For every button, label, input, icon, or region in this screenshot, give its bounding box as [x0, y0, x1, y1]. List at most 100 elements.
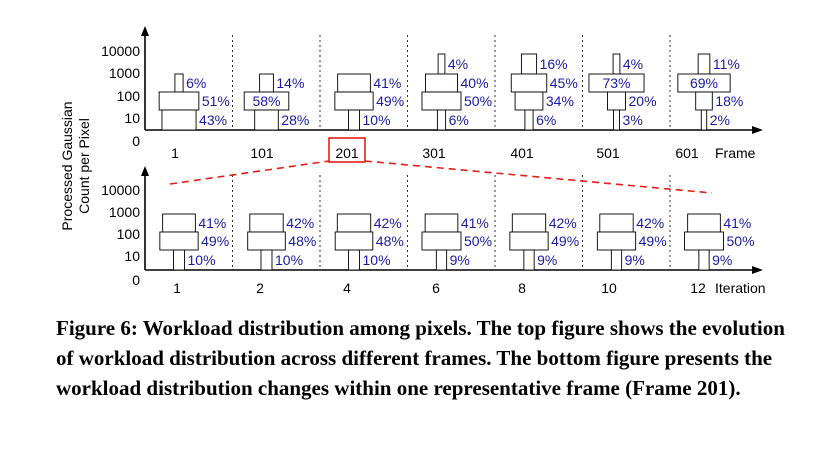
chart-area: Processed Gaussian Count per Pixel 10000 10…: [59, 26, 766, 296]
top-percent-label: 20%: [629, 93, 657, 109]
top-x-tick-label: 201: [335, 145, 359, 161]
bottom-percent-label: 48%: [376, 233, 404, 249]
bottom-violin-segment: [596, 231, 637, 251]
top-percent-label: 14%: [276, 75, 304, 91]
bottom-percent-label: 50%: [464, 233, 492, 249]
top-percent-label: 2%: [710, 112, 730, 128]
bottom-violin-segment: [421, 231, 462, 251]
bottom-percent-label: 42%: [549, 215, 577, 231]
bottom-violin-segment: [509, 231, 549, 251]
bottom-x-tick-label: 10: [601, 280, 617, 296]
bottom-percent-label: 10%: [275, 252, 303, 268]
top-percent-label: 16%: [540, 56, 568, 72]
bottom-x-tick-label: 1: [173, 280, 181, 296]
top-percent-label: 3%: [623, 112, 643, 128]
bottom-percent-label: 9%: [537, 252, 557, 268]
workload-chart: Processed Gaussian Count per Pixel1000010…: [59, 26, 766, 296]
top-percent-label: 69%: [690, 75, 718, 91]
top-violin-segment: [421, 91, 462, 111]
bottom-x-tick-label: 8: [518, 280, 526, 296]
top-percent-label: 6%: [536, 112, 556, 128]
zoom-line-left: [169, 160, 330, 185]
bottom-percent-label: 41%: [461, 215, 489, 231]
bottom-violin-segment: [348, 249, 360, 271]
bottom-violin-segment: [424, 213, 459, 233]
bottom-violin-segment: [336, 213, 372, 233]
top-violin-segment: [514, 91, 544, 111]
bottom-percent-label: 42%: [374, 215, 402, 231]
bottom-percent-label: 9%: [450, 252, 470, 268]
top-x-tick-label: 301: [422, 145, 446, 161]
bottom-percent-label: 50%: [727, 233, 755, 249]
bottom-x-tick-label: 12: [690, 280, 706, 296]
bottom-percent-label: 48%: [288, 233, 316, 249]
top-violin-segment: [174, 73, 184, 93]
bottom-violin-segment: [599, 213, 634, 233]
top-y-tick-label: 10000: [101, 43, 140, 59]
top-percent-label: 40%: [461, 75, 489, 91]
bottom-y-axis-arrow: [141, 166, 149, 176]
top-violin-segment: [158, 91, 200, 111]
top-violin-segment: [161, 109, 197, 131]
top-x-tick-label: 601: [675, 145, 699, 161]
bottom-percent-label: 41%: [198, 215, 226, 231]
zoom-line-right: [364, 160, 713, 194]
bottom-x-tick-label: 6: [432, 280, 440, 296]
top-x-axis-arrow: [752, 126, 763, 134]
top-percent-label: 18%: [715, 93, 743, 109]
top-y-tick-label: 10: [124, 110, 140, 126]
bottom-violin-segment: [687, 213, 721, 233]
bottom-violin-segment: [159, 231, 199, 251]
bottom-violin-segment: [511, 213, 547, 233]
top-percent-label: 4%: [623, 56, 643, 72]
bottom-percent-label: 10%: [363, 252, 391, 268]
top-percent-label: 6%: [449, 112, 469, 128]
top-percent-label: 45%: [550, 75, 578, 91]
bottom-percent-label: 49%: [551, 233, 579, 249]
bottom-y-tick-label: 10000: [101, 182, 140, 198]
bottom-y-tick-label: 10: [124, 248, 140, 264]
top-violin-segment: [510, 73, 548, 93]
top-percent-label: 51%: [202, 93, 230, 109]
top-percent-label: 43%: [199, 112, 227, 128]
top-violin-segment: [695, 91, 713, 111]
bottom-x-tick-label: 4: [343, 280, 351, 296]
top-percent-label: 34%: [546, 93, 574, 109]
bottom-violin-segment: [435, 249, 448, 271]
top-percent-label: 58%: [252, 93, 280, 109]
bottom-percent-label: 42%: [636, 215, 664, 231]
bottom-y-tick-label: 1000: [109, 204, 140, 220]
top-percent-label: 6%: [186, 75, 206, 91]
bottom-y-tick-label: 100: [117, 226, 141, 242]
top-percent-label: 28%: [281, 112, 309, 128]
top-y-axis-arrow: [141, 26, 149, 36]
bottom-x-axis-arrow: [752, 266, 763, 274]
bottom-x-axis-title: Iteration: [715, 280, 766, 296]
bottom-percent-label: 49%: [201, 233, 229, 249]
top-violin-segment: [607, 91, 626, 111]
top-violin-segment: [334, 91, 374, 111]
y-axis-label-line2: Count per Pixel: [76, 118, 92, 214]
top-violin-segment: [259, 73, 274, 93]
top-y-tick-label: 0: [132, 133, 140, 149]
top-percent-label: 4%: [448, 56, 468, 72]
top-y-tick-label: 100: [117, 88, 141, 104]
top-violin-segment: [348, 109, 360, 131]
bottom-violin-segment: [162, 213, 196, 233]
top-percent-label: 41%: [373, 75, 401, 91]
top-percent-label: 10%: [363, 112, 391, 128]
top-x-tick-label: 501: [596, 145, 620, 161]
bottom-percent-label: 9%: [625, 252, 645, 268]
top-x-tick-label: 1: [171, 145, 179, 161]
bottom-violin-segment: [260, 249, 273, 271]
top-violin-segment: [337, 73, 371, 93]
top-violin-segment: [254, 109, 279, 131]
bottom-percent-label: 41%: [723, 215, 751, 231]
bottom-violin-segment: [684, 231, 724, 251]
top-x-tick-label: 401: [510, 145, 534, 161]
top-violin-segment: [520, 53, 538, 75]
bottom-percent-label: 9%: [712, 252, 732, 268]
bottom-y-tick-label: 0: [132, 272, 140, 288]
top-violin-segment: [425, 73, 458, 93]
top-violin-segment: [437, 53, 446, 75]
